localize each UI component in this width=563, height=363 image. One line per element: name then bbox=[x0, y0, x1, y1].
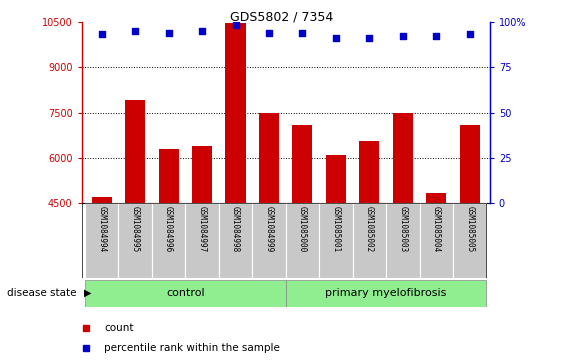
Bar bbox=[386, 203, 419, 278]
Bar bbox=[259, 113, 279, 203]
Text: primary myelofibrosis: primary myelofibrosis bbox=[325, 288, 447, 298]
Bar bbox=[192, 146, 212, 203]
Point bbox=[365, 35, 374, 41]
Text: GSM1085001: GSM1085001 bbox=[332, 205, 341, 252]
Point bbox=[465, 32, 474, 37]
Point bbox=[432, 33, 441, 39]
Text: disease state: disease state bbox=[7, 288, 76, 298]
Bar bbox=[125, 101, 145, 203]
Bar bbox=[292, 125, 312, 203]
Point bbox=[231, 23, 240, 28]
Bar bbox=[252, 203, 286, 278]
Bar bbox=[453, 203, 486, 278]
Bar bbox=[359, 141, 379, 203]
Text: GSM1085005: GSM1085005 bbox=[465, 205, 474, 252]
Text: control: control bbox=[166, 288, 205, 298]
Text: GSM1084995: GSM1084995 bbox=[131, 205, 140, 252]
Text: GSM1084994: GSM1084994 bbox=[97, 205, 106, 252]
Point bbox=[131, 28, 140, 34]
Bar bbox=[352, 203, 386, 278]
Point bbox=[97, 32, 106, 37]
Text: GSM1084999: GSM1084999 bbox=[265, 205, 274, 252]
Text: GSM1084996: GSM1084996 bbox=[164, 205, 173, 252]
Bar bbox=[185, 203, 219, 278]
Point bbox=[332, 35, 341, 41]
Bar bbox=[419, 203, 453, 278]
Bar bbox=[85, 203, 118, 278]
Bar bbox=[319, 203, 352, 278]
Bar bbox=[152, 203, 185, 278]
Text: GSM1084998: GSM1084998 bbox=[231, 205, 240, 252]
Text: GSM1084997: GSM1084997 bbox=[198, 205, 207, 252]
Bar bbox=[426, 193, 446, 203]
Bar bbox=[286, 203, 319, 278]
Bar bbox=[219, 203, 252, 278]
Bar bbox=[85, 280, 286, 307]
Text: GSM1085003: GSM1085003 bbox=[398, 205, 407, 252]
Bar bbox=[393, 113, 413, 203]
Point bbox=[398, 33, 407, 39]
Text: count: count bbox=[104, 323, 133, 333]
Bar bbox=[286, 280, 486, 307]
Bar bbox=[118, 203, 152, 278]
Bar bbox=[159, 149, 178, 203]
Text: GDS5802 / 7354: GDS5802 / 7354 bbox=[230, 11, 333, 24]
Text: percentile rank within the sample: percentile rank within the sample bbox=[104, 343, 280, 352]
Text: GSM1085004: GSM1085004 bbox=[432, 205, 441, 252]
Point bbox=[265, 30, 274, 36]
Bar bbox=[92, 197, 111, 203]
Bar bbox=[226, 23, 245, 203]
Point bbox=[164, 30, 173, 36]
Point bbox=[298, 30, 307, 36]
Bar bbox=[460, 125, 480, 203]
Text: GSM1085000: GSM1085000 bbox=[298, 205, 307, 252]
Text: GSM1085002: GSM1085002 bbox=[365, 205, 374, 252]
Bar bbox=[326, 155, 346, 203]
Text: ▶: ▶ bbox=[84, 288, 92, 298]
Point bbox=[198, 28, 207, 34]
